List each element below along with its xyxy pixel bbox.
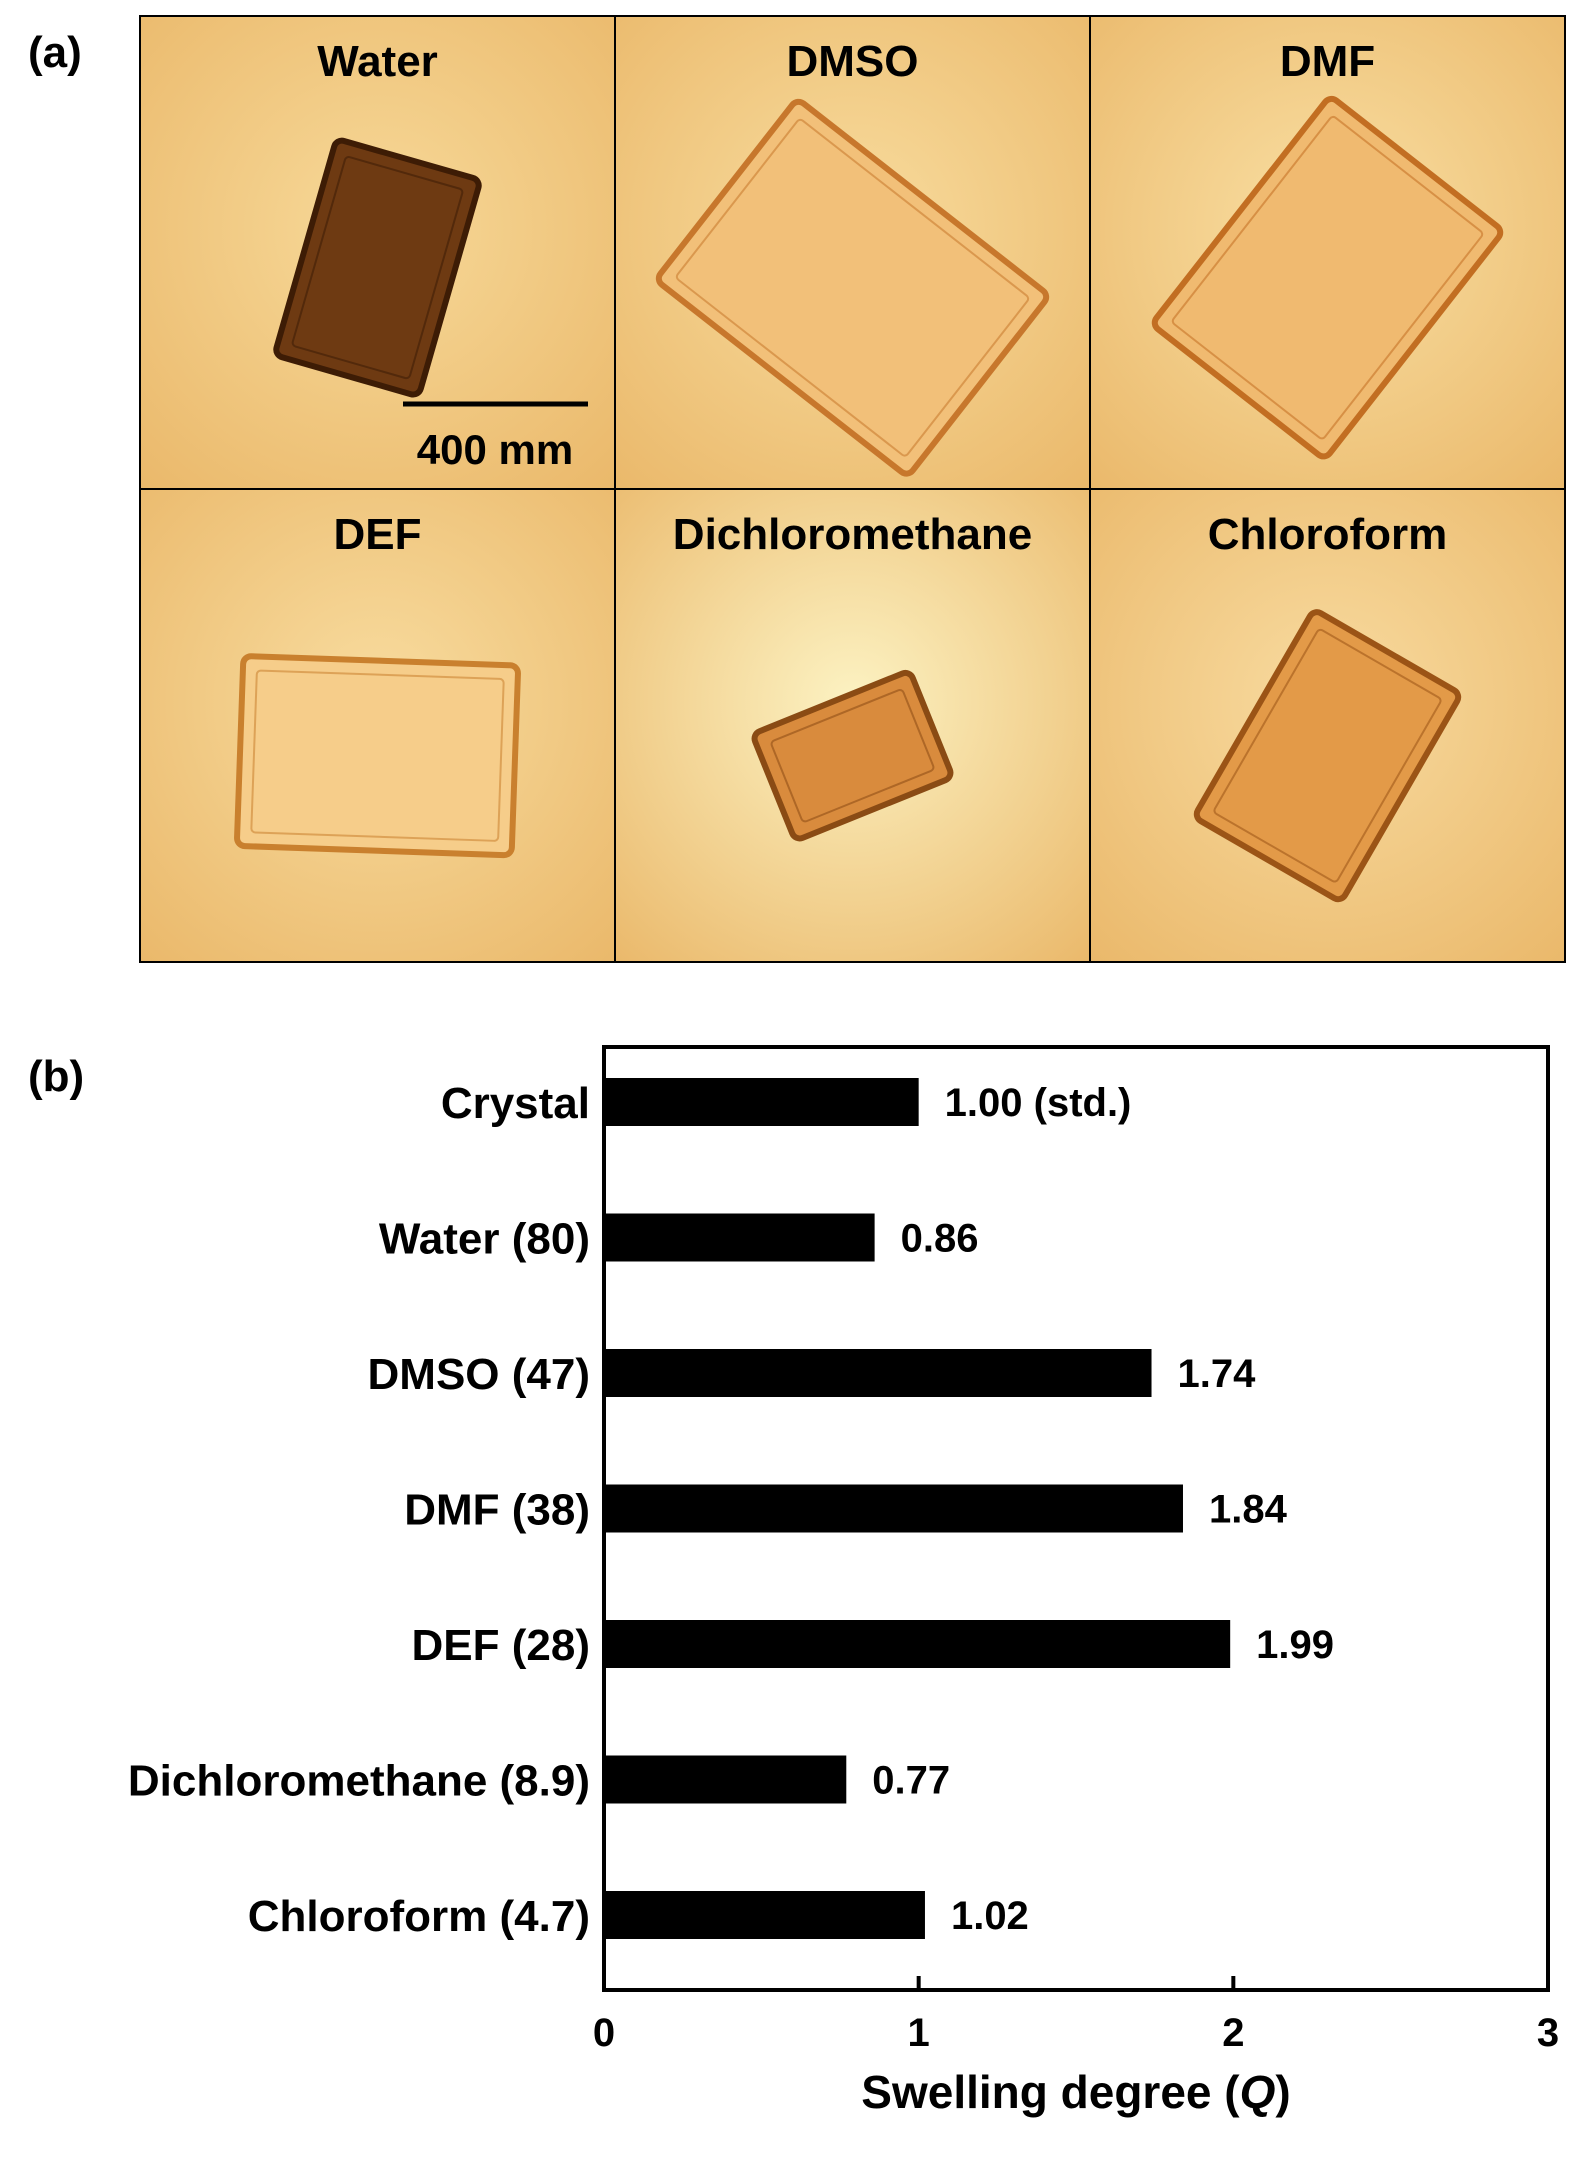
category-label: DMSO (47) xyxy=(368,1350,590,1399)
swelling-bar-chart: Crystal 1.00 (std.) Water (80) 0.86 DMSO (47… xyxy=(128,1045,1559,2118)
micrograph-cell: Dichloromethane xyxy=(614,488,1091,963)
panel-label-a: (a) xyxy=(28,28,82,77)
micrograph-title: DMF xyxy=(1280,37,1375,86)
scale-bar: 400 mm xyxy=(403,401,588,473)
micrograph-title: Chloroform xyxy=(1208,510,1448,559)
value-label: 1.02 xyxy=(951,1894,1029,1938)
value-label: 1.99 xyxy=(1256,1623,1334,1667)
micrograph-title: Dichloromethane xyxy=(673,510,1032,559)
x-axis-label: Swelling degree (Q) xyxy=(861,2066,1290,2118)
bar xyxy=(604,1349,1152,1397)
micrograph-title: Water xyxy=(317,37,438,86)
x-tick-label: 1 xyxy=(908,2011,930,2055)
category-label: Crystal xyxy=(441,1079,590,1128)
micrograph-cell: Chloroform xyxy=(1089,488,1566,963)
micrograph-grid: Water DMSO DMF DEF Dichloromethane Chloroform… xyxy=(139,15,1566,963)
scale-bar-label: 400 mm xyxy=(417,426,573,473)
category-label: DEF (28) xyxy=(412,1621,590,1670)
micrograph-cell: Water xyxy=(139,15,616,490)
micrograph-cell: DMF xyxy=(1089,15,1566,490)
value-label: 1.74 xyxy=(1178,1352,1257,1396)
crystal-shape xyxy=(1193,609,1462,903)
bar xyxy=(604,1620,1231,1668)
crystal-shape xyxy=(751,669,954,842)
micrograph-cell: DMSO xyxy=(614,15,1091,490)
bar xyxy=(604,1891,925,1939)
x-tick-label: 3 xyxy=(1537,2011,1559,2055)
bar xyxy=(604,1078,919,1126)
value-label: 0.86 xyxy=(901,1217,979,1261)
category-label: Chloroform (4.7) xyxy=(248,1892,590,1941)
crystal-shape xyxy=(234,653,521,859)
value-label: 1.00 (std.) xyxy=(945,1081,1132,1125)
x-tick-label: 2 xyxy=(1222,2011,1244,2055)
bar xyxy=(604,1213,875,1262)
category-label: Water (80) xyxy=(379,1215,590,1264)
category-label: Dichloromethane (8.9) xyxy=(128,1757,590,1806)
crystal-shape xyxy=(273,137,482,398)
value-label: 0.77 xyxy=(872,1759,950,1803)
bar xyxy=(604,1484,1183,1533)
bar xyxy=(604,1755,847,1804)
panel-label-b: (b) xyxy=(28,1052,85,1101)
category-label: DMF (38) xyxy=(404,1486,590,1535)
micrograph-title: DEF xyxy=(334,510,422,559)
micrograph-cell: DEF xyxy=(139,488,616,963)
micrograph-title: DMSO xyxy=(787,37,919,86)
value-label: 1.84 xyxy=(1209,1488,1288,1532)
crystal-shape xyxy=(655,98,1050,477)
crystal-shape xyxy=(1151,95,1504,460)
x-tick-label: 0 xyxy=(593,2011,615,2055)
